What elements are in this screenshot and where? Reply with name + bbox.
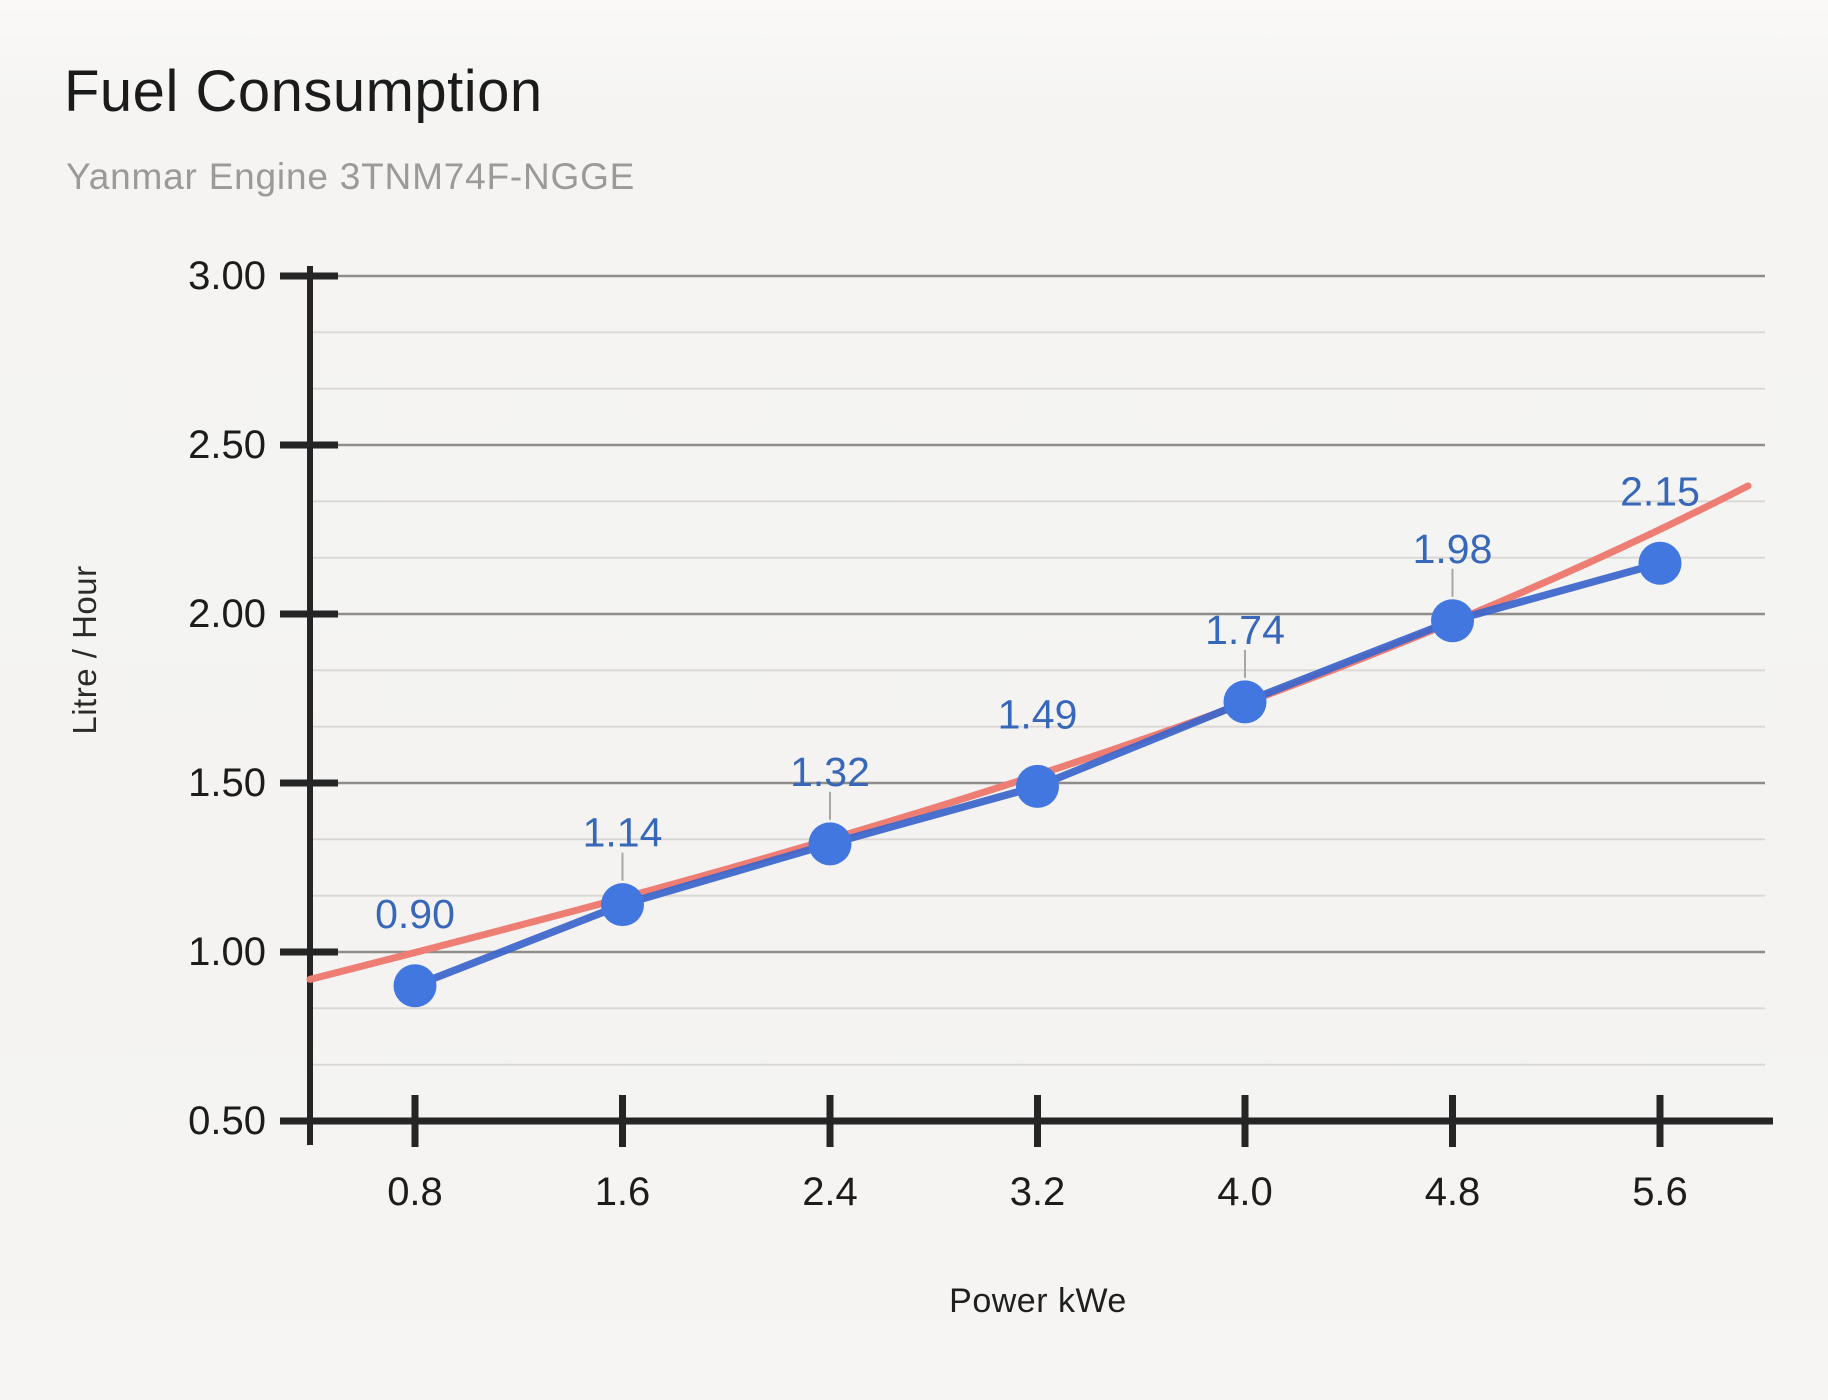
- x-axis-title: Power kWe: [949, 1282, 1127, 1320]
- data-point: [1016, 764, 1059, 808]
- y-tick-label: 2.00: [188, 592, 266, 636]
- x-tick-label: 2.4: [802, 1170, 858, 1214]
- y-tick-label: 0.50: [188, 1099, 266, 1143]
- data-point: [393, 964, 437, 1008]
- chart-subtitle: Yanmar Engine 3TNM74F-NGGE: [66, 156, 636, 197]
- data-point-label: 1.32: [790, 749, 870, 795]
- chart-title: Fuel Consumption: [64, 59, 543, 124]
- data-point-label: 1.98: [1413, 526, 1493, 572]
- data-point: [1223, 680, 1267, 724]
- data-point: [601, 883, 644, 927]
- trendline-curve: [306, 482, 1752, 983]
- x-tick-label: 4.8: [1425, 1170, 1481, 1214]
- data-point: [808, 822, 852, 866]
- y-tick-label: 1.00: [188, 930, 266, 974]
- x-tick-label: 0.8: [387, 1170, 443, 1214]
- x-tick-label: 1.6: [595, 1170, 651, 1214]
- data-point-label: 1.74: [1205, 607, 1285, 653]
- data-point-label: 1.14: [583, 810, 663, 856]
- data-point: [1431, 599, 1474, 643]
- data-point-label: 1.49: [998, 691, 1078, 737]
- y-tick-label: 1.50: [188, 761, 266, 805]
- x-tick-label: 3.2: [1010, 1170, 1066, 1214]
- x-tick-label: 4.0: [1217, 1170, 1273, 1214]
- x-tick-label: 5.6: [1632, 1170, 1688, 1214]
- data-point-label: 2.15: [1620, 468, 1700, 514]
- data-point: [1638, 541, 1682, 585]
- data-point-label: 0.90: [375, 891, 455, 937]
- y-tick-label: 3.00: [188, 254, 266, 298]
- y-tick-label: 2.50: [188, 423, 266, 467]
